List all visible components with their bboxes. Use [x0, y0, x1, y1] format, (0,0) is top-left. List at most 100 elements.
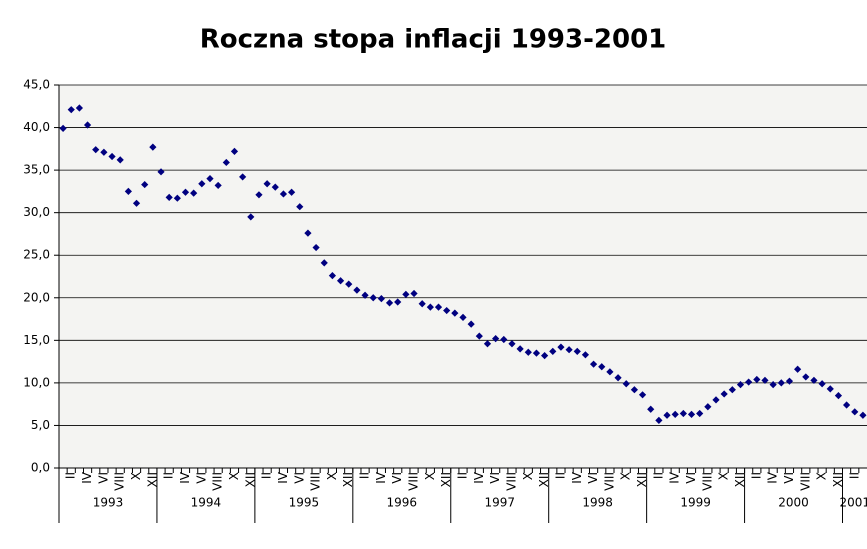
- point: [116, 156, 124, 164]
- x-tick-label: X: [815, 472, 829, 480]
- point: [549, 347, 557, 355]
- x-tick-label: VI: [390, 472, 404, 484]
- x-tick-label: XII: [831, 472, 845, 487]
- point: [410, 289, 418, 298]
- point: [108, 152, 116, 161]
- point: [842, 401, 851, 409]
- x-tick-label: X: [227, 472, 241, 480]
- point: [288, 188, 296, 196]
- point: [149, 143, 157, 151]
- point: [402, 290, 410, 298]
- point: [696, 409, 704, 418]
- x-tick-label: VIII: [602, 472, 616, 491]
- point: [141, 180, 149, 189]
- x-tick-label: VIII: [113, 472, 127, 491]
- point: [777, 379, 785, 387]
- point: [304, 229, 312, 237]
- point: [394, 298, 402, 306]
- point: [647, 405, 655, 413]
- year-label: 1997: [484, 496, 515, 510]
- x-tick-label: X: [423, 472, 437, 480]
- point: [100, 148, 108, 156]
- point: [353, 286, 361, 294]
- point: [810, 376, 818, 384]
- x-tick-label: IV: [570, 471, 584, 484]
- y-tick-label: 0,0: [31, 461, 50, 475]
- point: [328, 272, 337, 280]
- y-tick-label: 40,0: [23, 120, 50, 134]
- x-tick-label: VIII: [407, 472, 421, 491]
- point: [573, 347, 581, 355]
- point: [377, 295, 385, 303]
- x-tick-label: II: [260, 472, 274, 479]
- x-tick-label: X: [619, 472, 633, 480]
- point: [614, 374, 622, 382]
- x-tick-label: XII: [439, 472, 453, 487]
- year-label: 1999: [680, 496, 711, 510]
- point: [712, 396, 720, 404]
- x-tick-label: II: [162, 472, 176, 479]
- point: [230, 147, 239, 155]
- point: [704, 403, 712, 411]
- x-tick-label: VIII: [211, 472, 225, 491]
- year-label: 1993: [93, 496, 124, 510]
- point: [826, 385, 834, 393]
- x-tick-label: XII: [537, 472, 551, 487]
- point: [165, 193, 173, 201]
- point: [279, 190, 288, 198]
- point: [516, 345, 524, 353]
- x-tick-label: X: [717, 472, 731, 480]
- point: [794, 365, 802, 373]
- x-tick-label: II: [358, 472, 372, 479]
- y-tick-label: 15,0: [23, 333, 50, 347]
- year-label: 1995: [289, 496, 320, 510]
- point: [190, 189, 198, 197]
- x-tick-label: VI: [684, 472, 698, 484]
- point: [385, 299, 394, 307]
- point: [75, 104, 84, 112]
- point: [467, 320, 475, 328]
- x-tick-label: VI: [488, 472, 502, 484]
- year-label: 1994: [191, 496, 222, 510]
- x-tick-label: VI: [292, 472, 306, 484]
- point: [132, 199, 141, 207]
- x-tick-label: II: [456, 472, 470, 479]
- point: [59, 124, 67, 133]
- point: [434, 303, 443, 311]
- x-tick-label: IV: [374, 471, 388, 484]
- x-tick-label: IV: [766, 471, 780, 484]
- point: [443, 306, 451, 315]
- point: [345, 280, 353, 288]
- year-label: 1996: [387, 496, 418, 510]
- point: [320, 259, 328, 267]
- y-tick-label: 25,0: [23, 248, 50, 262]
- point: [802, 373, 810, 381]
- point: [524, 348, 532, 356]
- x-tick-label: VIII: [504, 472, 518, 491]
- x-tick-label: VI: [194, 472, 208, 484]
- y-tick-label: 35,0: [23, 163, 50, 177]
- x-tick-label: XII: [243, 472, 257, 487]
- x-tick-label: XII: [145, 472, 159, 487]
- x-tick-label: II: [651, 472, 665, 479]
- point: [663, 411, 671, 419]
- point: [67, 106, 75, 114]
- point: [271, 183, 279, 191]
- point: [728, 386, 736, 394]
- point: [206, 175, 214, 183]
- point: [753, 375, 761, 384]
- point: [736, 380, 745, 389]
- point: [222, 158, 230, 167]
- x-tick-label: II: [64, 472, 78, 479]
- point: [451, 309, 459, 317]
- point: [532, 349, 541, 357]
- x-tick-label: XII: [635, 472, 649, 487]
- point: [630, 386, 638, 394]
- x-tick-label: VI: [96, 472, 110, 484]
- point: [785, 377, 794, 385]
- point: [557, 343, 565, 351]
- x-tick-label: X: [129, 472, 143, 480]
- year-label: 2000: [778, 496, 809, 510]
- y-tick-label: 5,0: [31, 418, 50, 432]
- point: [565, 346, 573, 354]
